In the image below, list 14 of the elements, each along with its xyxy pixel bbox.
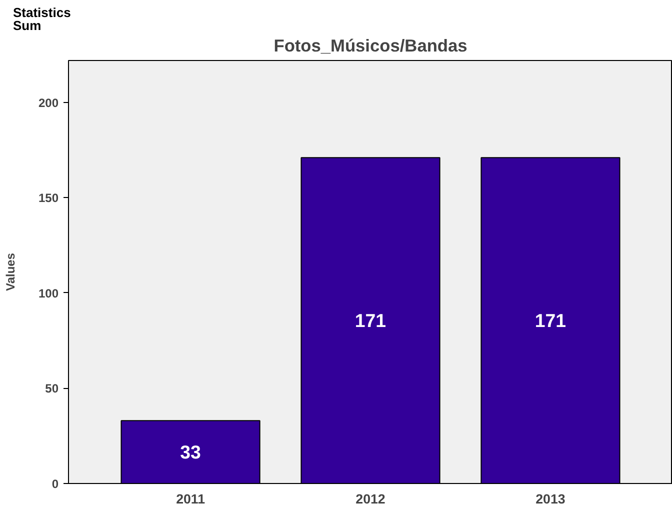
- data-label: 171: [534, 310, 566, 332]
- x-tick-label: 2011: [176, 492, 206, 506]
- y-tick-label: 50: [45, 382, 59, 396]
- y-axis-title: Values: [3, 252, 18, 292]
- y-tick-label: 100: [38, 286, 59, 300]
- y-tick-label: 200: [38, 96, 59, 110]
- y-tick-label: 150: [38, 191, 59, 206]
- chart-title: Fotos_Músicos/Bandas: [274, 36, 468, 56]
- data-label: 171: [354, 310, 386, 332]
- text: Statistics Sum: [13, 5, 71, 33]
- data-label: 33: [180, 442, 201, 463]
- y-tick-label: 0: [52, 477, 59, 491]
- x-tick-label: 2012: [356, 492, 386, 506]
- x-tick-label: 2013: [536, 492, 566, 506]
